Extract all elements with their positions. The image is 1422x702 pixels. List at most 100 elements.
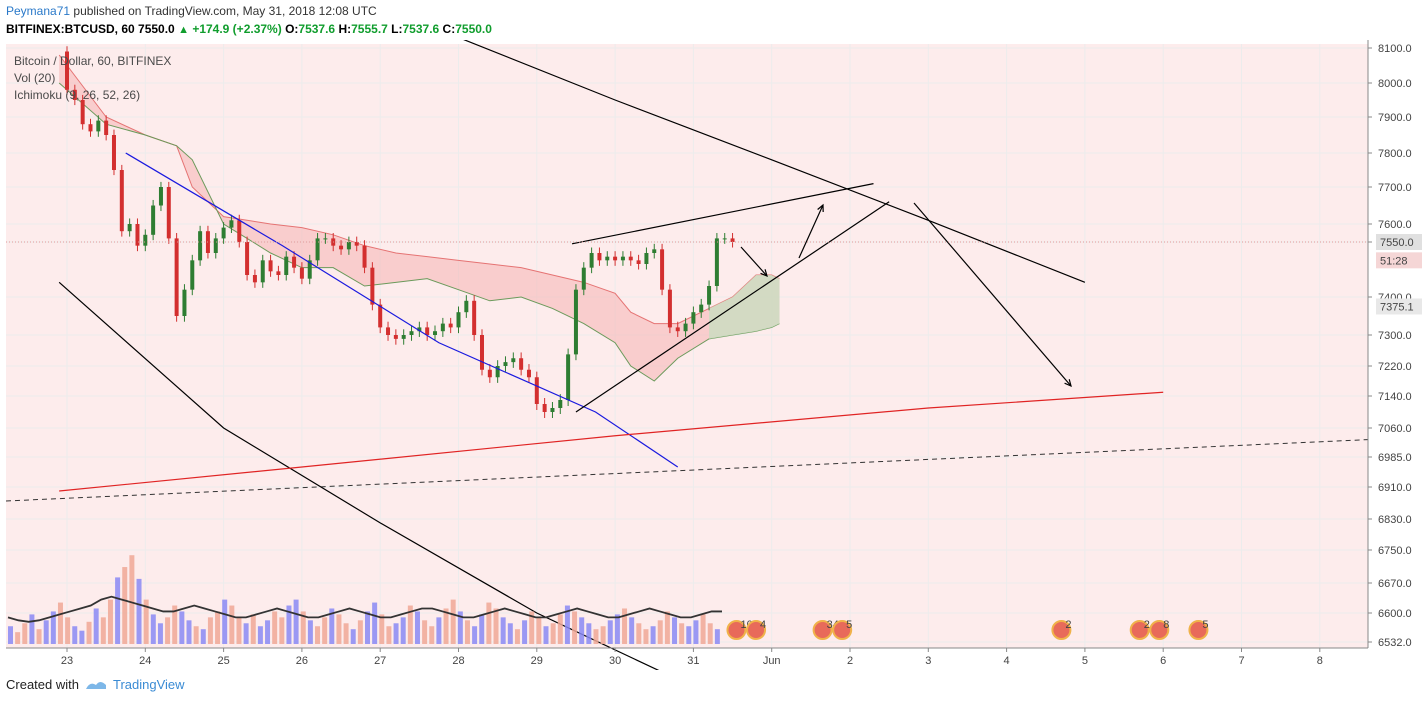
volume-bar — [714, 629, 720, 644]
candle-body — [393, 335, 398, 339]
candle-body — [479, 335, 484, 370]
volume-bar — [165, 617, 171, 644]
candle-body — [448, 323, 453, 328]
time-tick-label: 25 — [217, 655, 229, 667]
price-label-box — [1376, 252, 1422, 269]
volume-bar — [622, 608, 628, 644]
volume-bar — [679, 623, 685, 644]
symbol-line: BITFINEX:BTCUSD, 60 7550.0 ▲ +174.9 (+2.… — [6, 22, 492, 36]
event-flag-icon — [832, 620, 853, 640]
ichimoku-span-a — [58, 54, 780, 325]
price-tick-label: 7800.0 — [1378, 148, 1412, 160]
volume-bar — [115, 577, 121, 644]
volume-bar — [407, 605, 413, 644]
volume-bar — [157, 623, 163, 644]
price-tick-label: 6750.0 — [1378, 545, 1412, 557]
projection-arrow-down-short-head — [760, 269, 768, 278]
volume-bar — [243, 623, 249, 644]
event-flag-icon — [812, 620, 833, 640]
price-chart[interactable]: 10 4 34 5 2 2 8 58100.08000.07900.07800.07700.0… — [0, 40, 1422, 670]
volume-bar — [143, 599, 149, 644]
volume-bar — [636, 623, 642, 644]
event-flag-count: 2 — [1065, 619, 1071, 631]
price-tick-label: 7300.0 — [1378, 330, 1412, 342]
candle-body — [284, 256, 289, 275]
volume-bar — [322, 617, 328, 644]
symbol-label: BITFINEX:BTCUSD, 60 — [6, 22, 135, 36]
volume-bar — [450, 599, 456, 644]
dashed-support-line — [5, 439, 1369, 502]
candle-body — [292, 256, 297, 268]
tradingview-link[interactable]: TradingView — [112, 677, 185, 692]
candle-body — [667, 289, 672, 328]
candle-body — [65, 51, 69, 90]
candle-body — [143, 234, 148, 246]
price-tick-label: 6985.0 — [1378, 452, 1412, 464]
candle-body — [386, 327, 391, 335]
event-flag-count: 4 — [760, 619, 766, 631]
volume-bar — [43, 620, 49, 644]
volume-bar — [543, 626, 549, 644]
candle-body — [268, 260, 273, 272]
candle-body — [550, 408, 555, 412]
volume-bar — [522, 620, 528, 644]
projection-arrow-up-head — [817, 203, 824, 213]
volume-bar — [265, 620, 271, 644]
price-tick-label: 7140.0 — [1378, 391, 1412, 403]
volume-bar — [357, 620, 363, 644]
price-change: +174.9 (+2.37%) — [192, 22, 282, 36]
price-label-text: 51:28 — [1380, 255, 1408, 267]
candle-body — [354, 242, 359, 246]
volume-bar — [215, 611, 221, 644]
price-tick-label: 6600.0 — [1378, 608, 1412, 620]
volume-bar — [365, 611, 370, 644]
projection-arrow-down-long-head — [1064, 379, 1072, 388]
candle-body — [213, 238, 218, 253]
price-tick-label: 6670.0 — [1378, 578, 1412, 590]
volume-bar — [386, 626, 392, 644]
event-flag-icon — [1129, 620, 1150, 640]
author-link[interactable]: Peymana71 — [6, 4, 71, 18]
time-tick-label: 2 — [847, 655, 853, 667]
time-tick-label: 23 — [61, 655, 73, 667]
high-value: 7555.7 — [351, 22, 388, 36]
candle-body — [707, 286, 712, 305]
open-label: O: — [285, 22, 299, 36]
ichimoku-cloud — [59, 55, 780, 381]
volume-bar — [79, 630, 85, 644]
volume-bar — [286, 605, 292, 644]
price-tick-label: 7900.0 — [1378, 112, 1412, 124]
volume-bar — [129, 555, 135, 644]
candle-body — [425, 327, 430, 335]
time-tick-label: 6 — [1160, 655, 1166, 667]
time-tick-label: 7 — [1238, 655, 1244, 667]
volume-bar — [186, 620, 192, 644]
event-flag-count: 5 — [1202, 619, 1208, 631]
volume-bar — [293, 599, 299, 644]
price-tick-label: 6910.0 — [1378, 482, 1412, 494]
volume-bar — [350, 629, 356, 644]
time-tick-label: Jun — [763, 655, 781, 667]
volume-bar — [643, 629, 649, 644]
projection-arrow-down-long — [913, 202, 1072, 387]
volume-bar — [107, 599, 113, 644]
time-tick-label: 27 — [374, 655, 386, 667]
price-tick-label: 7700.0 — [1378, 182, 1412, 194]
time-tick-label: 29 — [531, 655, 543, 667]
volume-bar — [57, 602, 63, 644]
ichimoku-cloud-bullish — [709, 275, 780, 339]
candle-body — [573, 289, 578, 355]
price-tick-label: 7220.0 — [1378, 361, 1412, 373]
candle-body — [299, 267, 304, 279]
footer: Created with TradingView — [6, 677, 185, 692]
candle-body — [456, 312, 461, 328]
time-tick-label: 24 — [139, 655, 151, 667]
wedge-lower-line — [575, 201, 890, 413]
volume-bar — [443, 608, 449, 644]
volume-bar — [279, 617, 285, 644]
volume-bar — [457, 611, 463, 644]
volume-bar — [93, 608, 99, 644]
candle-body — [487, 369, 492, 378]
candle-body — [378, 304, 383, 328]
volume-bar — [8, 626, 13, 644]
